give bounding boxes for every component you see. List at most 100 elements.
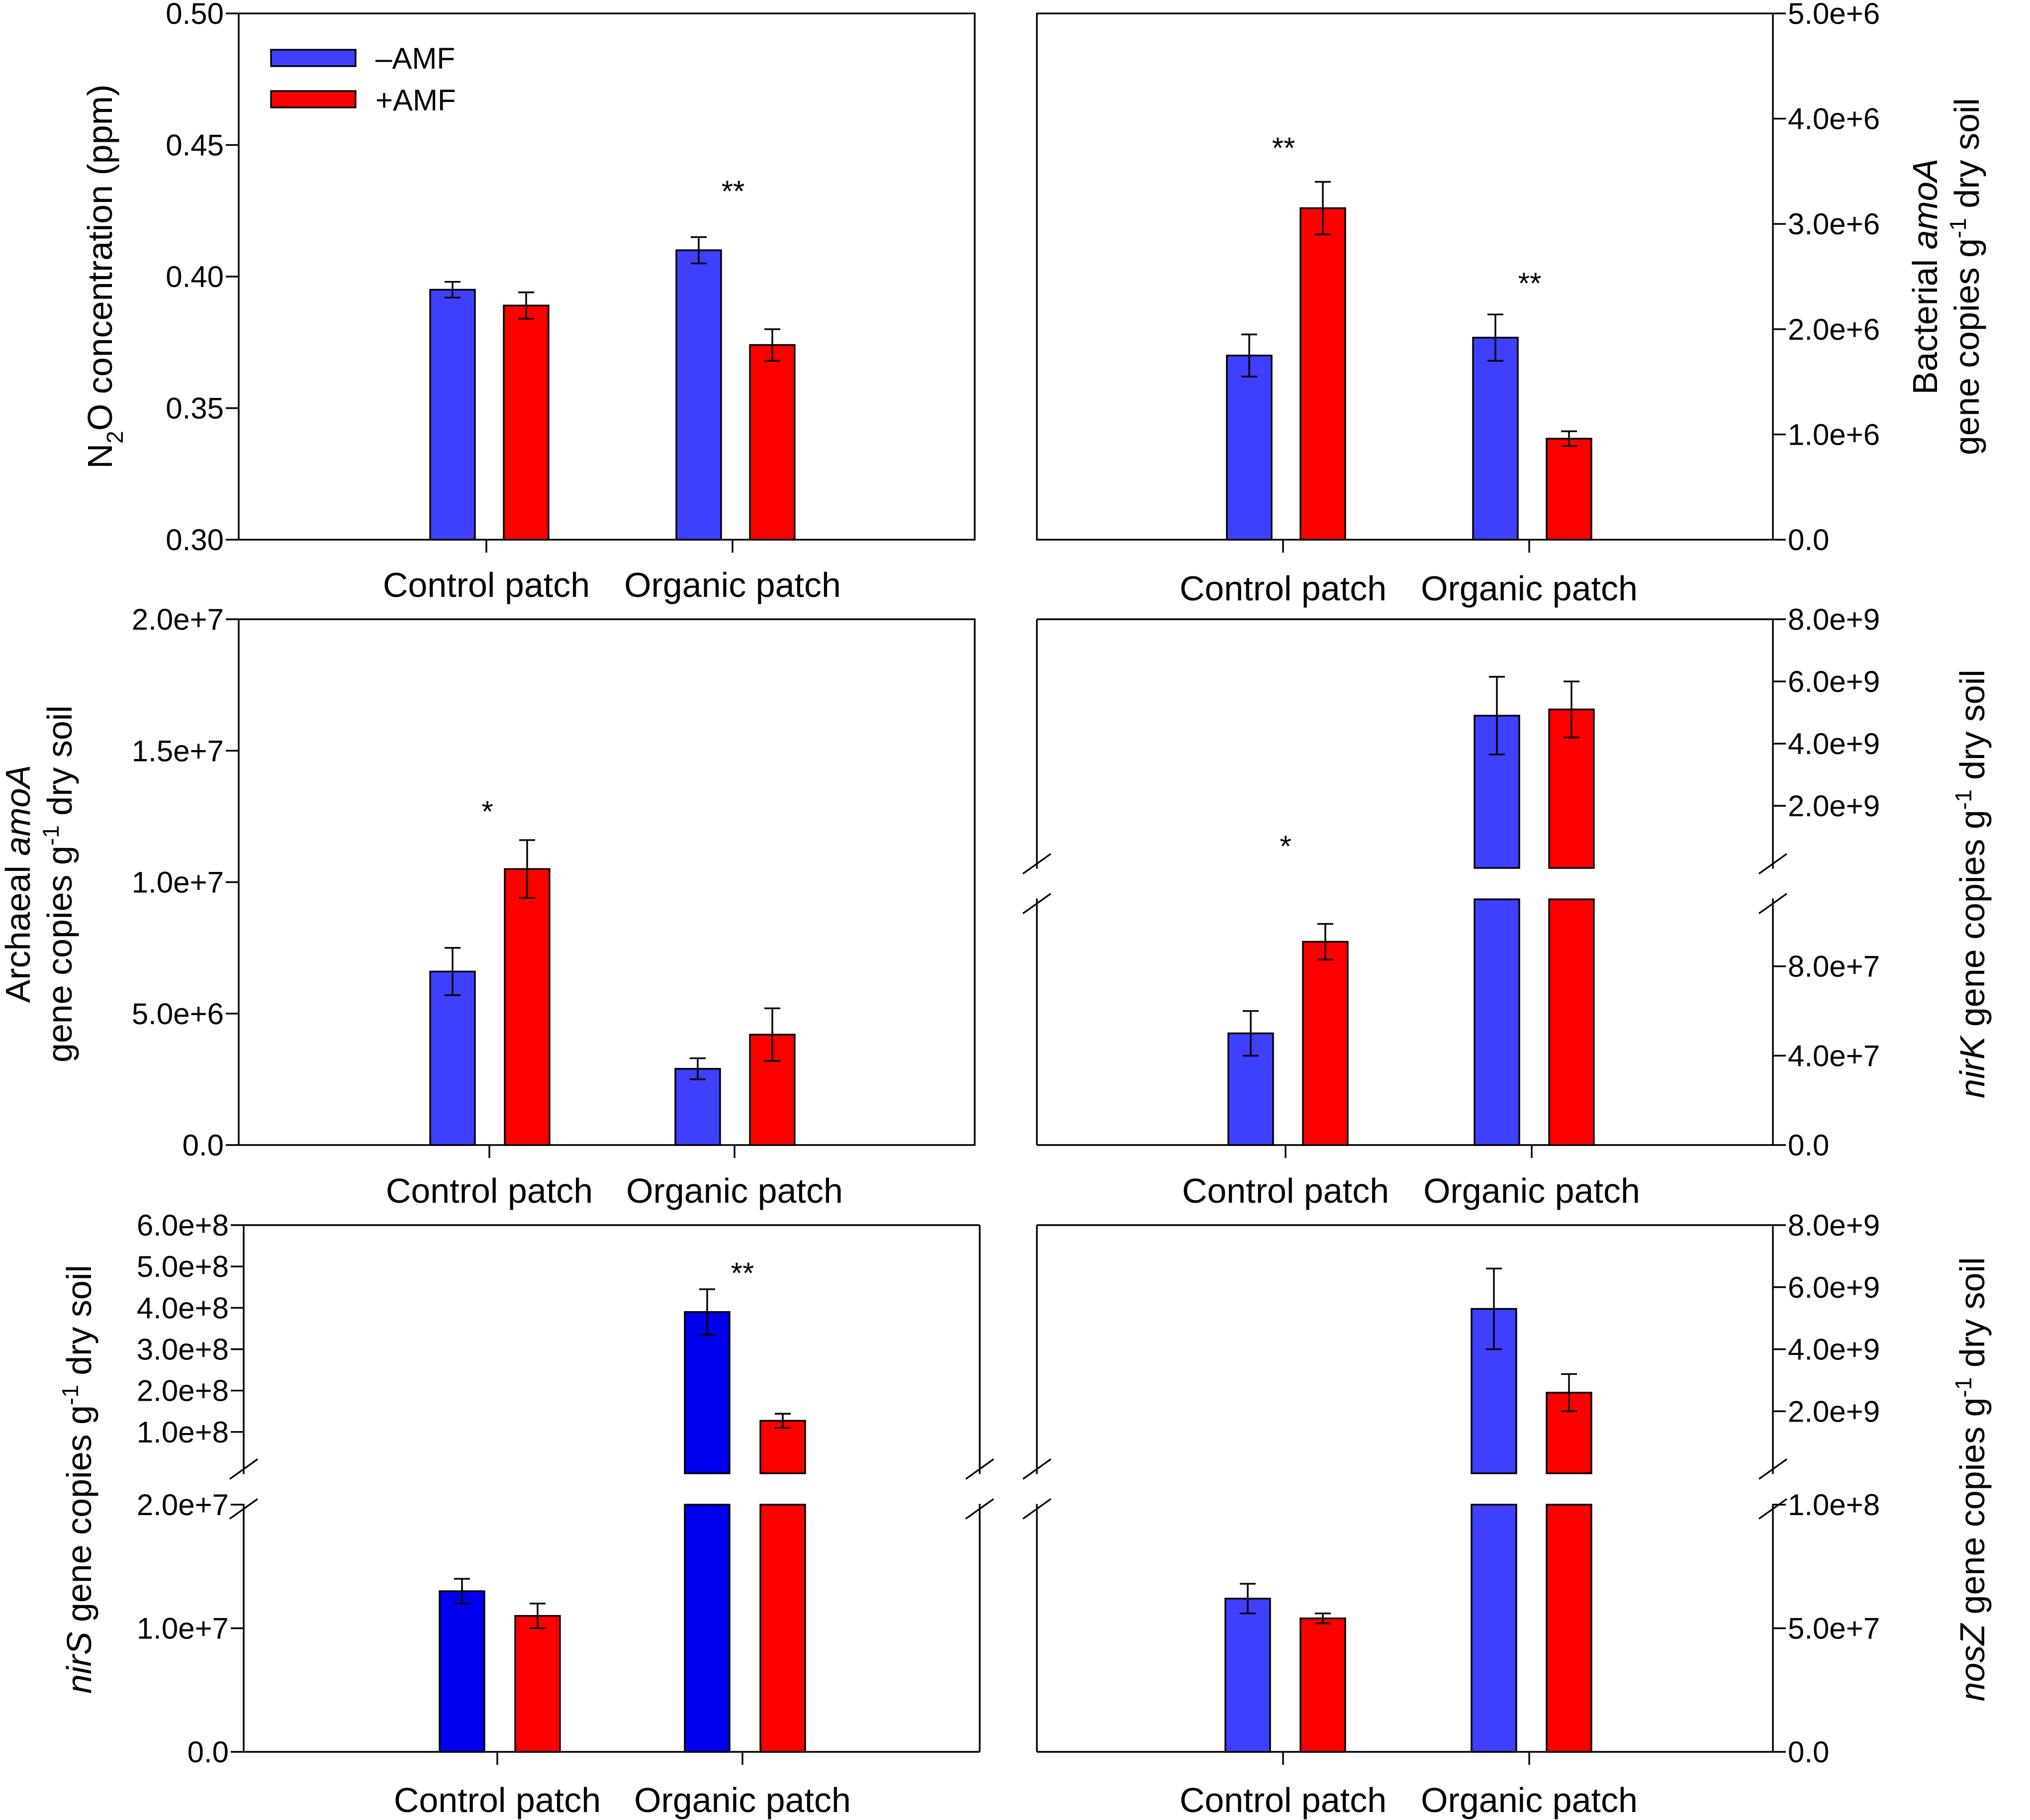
y-tick-label: 0.30 [166,523,224,557]
significance-marker: ** [1272,131,1295,165]
error-bar [1561,430,1577,447]
x-category-label: Control patch [1182,1171,1389,1210]
error-bar [1487,313,1503,362]
x-category-label: Organic patch [634,1781,851,1820]
x-category-label: Control patch [1180,1781,1386,1820]
y-tick-label: 0.0 [183,1129,224,1162]
y-axis-title-gene: amoA [1906,159,1944,250]
y-axis-title-part: O concentration (ppm) [81,85,119,431]
bar-plus-amf [1302,941,1349,1146]
significance-marker: ** [722,175,745,208]
bar-minus-amf [674,1068,721,1146]
significance-marker: ** [1518,267,1542,300]
bar-minus-amf-lower [684,1504,731,1753]
y-tick-label: 8.0e+9 [1788,603,1880,636]
y-axis-title-gene: nirS [60,1631,98,1693]
axis-break-mark [965,1458,994,1480]
axis-break-mark [1022,853,1051,874]
error-bar [1241,333,1257,378]
bar-plus-amf [504,868,551,1146]
y-axis-title-part: gene copies g [1953,1398,1992,1624]
bar-minus-amf [675,249,722,541]
significance-marker: * [481,795,493,828]
y-axis-title-part: gene copies g [1947,238,1986,455]
axis-break-mark [1022,1498,1051,1520]
y-tick-label: 0.0 [1788,1735,1829,1769]
y-tick-label: 2.0e+9 [1788,789,1880,823]
axis-break-mark [965,1498,994,1520]
chart-panel-archaeal-amoa: 0.0 5.0e+6 1.0e+7 1.5e+7 2.0e+7 Control patch… [0,603,976,1210]
bar-minus-amf [1472,337,1519,541]
y-axis-title-line1: Archaeal amoA [0,765,37,1003]
bar-plus-amf-lower [1546,1504,1592,1753]
y-tick-label: 0.0 [187,1735,229,1769]
y-axis-title-gene: amoA [0,765,37,856]
axis-break-mark [229,1498,258,1520]
axis-break-mark [1758,853,1787,874]
y-axis-title-line2: gene copies g-1 dry soil [38,705,79,1062]
chart-panel-nosz: 0.0 5.0e+7 1.0e+8 2.0e+9 4.0e+9 6.0e+9 8.0e+9 C… [1022,1209,1992,1820]
x-category-label: Organic patch [1421,1781,1638,1820]
axis-break-mark [1022,1458,1051,1480]
y-axis-title-subscript: 2 [102,431,128,444]
y-axis-title-superscript: -1 [38,825,64,846]
y-tick-label: 8.0e+9 [1788,1209,1880,1242]
x-category-label: Control patch [1180,569,1386,608]
y-axis-title-part: Archaeal [0,856,37,1003]
y-tick-label: 4.0e+6 [1788,102,1880,136]
bar-plus-amf-upper [759,1420,806,1474]
y-axis-title-part: dry soil [1947,98,1986,218]
y-tick-label: 4.0e+8 [137,1291,229,1325]
axis-break-mark [1022,893,1051,914]
y-axis-title-part: Bacterial [1906,250,1944,395]
bar-plus-amf [503,304,550,541]
y-tick-label: 8.0e+7 [1788,950,1880,983]
y-tick-label: 4.0e+7 [1788,1039,1880,1072]
y-axis-title-gene: nirK [1953,1035,1992,1098]
error-bar [1240,1583,1256,1615]
error-bar [530,1603,546,1629]
y-tick-label: 1.0e+7 [132,866,224,899]
y-tick-label: 1.0e+8 [137,1416,229,1449]
axis-break-mark [1758,1458,1787,1480]
x-category-label: Control patch [386,1171,593,1210]
y-tick-label: 5.0e+8 [137,1250,229,1283]
bar-plus-amf [1546,438,1592,541]
significance-marker: * [1280,830,1291,863]
y-tick-label: 4.0e+9 [1788,1333,1880,1366]
y-tick-label: 5.0e+7 [1788,1612,1880,1645]
error-bar [1315,181,1331,236]
error-bar [1317,923,1333,960]
error-bar [775,1413,791,1429]
y-axis-title-superscript: -1 [57,1385,83,1405]
y-tick-label: 3.0e+6 [1788,207,1880,241]
x-category-label: Organic patch [1423,1171,1640,1210]
error-bar [1564,680,1579,739]
bar-plus-amf-lower [759,1504,806,1753]
y-tick-label: 2.0e+7 [137,1488,229,1522]
y-axis-title-line1: Bacterial amoA [1906,159,1944,395]
x-category-label: Control patch [383,566,590,604]
bar-minus-amf-upper [684,1311,731,1474]
error-bar [1243,1010,1259,1057]
y-axis-title: nirS gene copies g-1 dry soil [57,1265,98,1694]
plot-frame [1036,12,1774,541]
error-bar [454,1578,470,1605]
y-axis-title-part: dry soil [60,1265,98,1385]
y-tick-label: 6.0e+9 [1788,1271,1880,1304]
y-axis-title-part: dry soil [1953,670,1992,789]
y-tick-label: 5.0e+6 [1788,0,1880,30]
error-bar [519,839,535,899]
bar-minus-amf [429,970,476,1146]
error-bar [445,947,461,996]
y-axis-title-part: gene copies g [1953,810,1992,1036]
y-axis-title-gene: nosZ [1953,1623,1992,1702]
error-bar [518,291,534,320]
axis-break-mark [1758,1498,1787,1520]
chart-panel-bacterial-amoa: 0.0 1.0e+6 2.0e+6 3.0e+6 4.0e+6 5.0e+6 Control… [1036,0,1986,608]
y-tick-label: 2.0e+7 [132,603,224,636]
y-tick-label: 1.5e+7 [132,734,224,767]
y-tick-label: 1.0e+7 [137,1612,229,1645]
y-axis-title-superscript: -1 [1950,789,1976,810]
